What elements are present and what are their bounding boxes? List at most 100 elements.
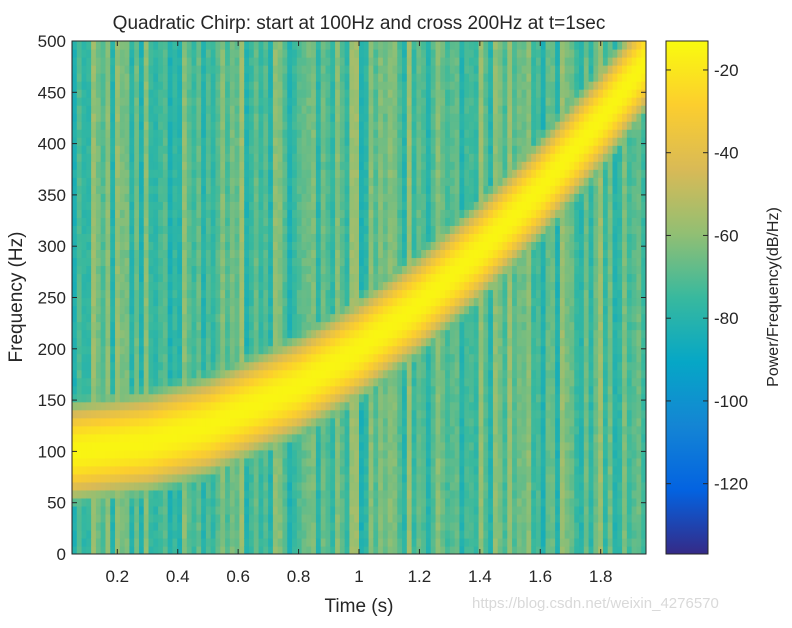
spectrogram-cell	[253, 265, 260, 275]
spectrogram-cell	[177, 305, 183, 315]
spectrogram-cell	[229, 201, 236, 210]
spectrogram-cell	[248, 465, 255, 475]
spectrogram-cell	[158, 353, 164, 363]
spectrogram-cell	[186, 257, 193, 267]
spectrogram-cell	[387, 529, 394, 539]
spectrogram-cell	[119, 513, 126, 523]
spectrogram-cell	[311, 425, 317, 435]
spectrogram-cell	[277, 529, 284, 539]
spectrogram-cell	[406, 41, 413, 50]
spectrogram-cell	[244, 185, 250, 194]
spectrogram-cell	[205, 249, 212, 259]
spectrogram-cell	[100, 417, 107, 427]
spectrogram-cell	[220, 81, 226, 90]
spectrogram-cell	[253, 129, 260, 138]
spectrogram-column	[320, 41, 327, 554]
spectrogram-cell	[306, 49, 312, 58]
spectrogram-cell	[411, 313, 417, 323]
spectrogram-cell	[81, 345, 87, 355]
spectrogram-cell	[378, 425, 384, 435]
spectrogram-cell	[296, 153, 303, 162]
spectrogram-cell	[258, 257, 264, 267]
spectrogram-cell	[225, 313, 231, 323]
spectrogram-cell	[129, 537, 135, 547]
spectrogram-cell	[153, 345, 159, 355]
spectrogram-cell	[234, 241, 241, 251]
spectrogram-cell	[201, 425, 207, 435]
spectrogram-cell	[239, 393, 245, 403]
spectrogram-cell	[344, 49, 351, 58]
spectrogram-cell	[292, 369, 298, 379]
spectrogram-cell	[416, 113, 422, 122]
spectrogram-cell	[105, 345, 111, 355]
spectrogram-cell	[335, 233, 341, 242]
spectrogram-column	[143, 41, 150, 554]
spectrogram-cell	[373, 361, 379, 371]
spectrogram-cell	[91, 377, 97, 387]
spectrogram-cell	[167, 129, 174, 138]
spectrogram-cell	[239, 497, 245, 507]
spectrogram-cell	[435, 321, 441, 331]
spectrogram-cell	[363, 249, 370, 259]
spectrogram-cell	[124, 361, 130, 371]
spectrogram-cell	[320, 257, 327, 267]
spectrogram-cell	[277, 257, 284, 267]
spectrogram-cell	[148, 305, 154, 315]
spectrogram-cell	[387, 537, 394, 547]
spectrogram-cell	[205, 241, 212, 251]
spectrogram-cell	[196, 281, 202, 291]
spectrogram-cell	[239, 193, 245, 202]
spectrogram-cell	[100, 425, 107, 435]
spectrogram-cell	[421, 321, 427, 331]
spectrogram-cell	[335, 361, 341, 371]
spectrogram-cell	[287, 137, 293, 146]
spectrogram-cell	[315, 321, 322, 331]
spectrogram-cell	[253, 409, 260, 419]
spectrogram-cell	[373, 393, 379, 403]
spectrogram-column	[363, 41, 370, 554]
spectrogram-cell	[162, 449, 169, 459]
spectrogram-cell	[373, 201, 379, 210]
spectrogram-cell	[425, 417, 432, 427]
spectrogram-cell	[335, 137, 341, 146]
spectrogram-cell	[138, 73, 145, 82]
spectrogram-cell	[258, 433, 264, 443]
spectrogram-cell	[373, 441, 379, 451]
spectrogram-cell	[81, 545, 87, 554]
spectrogram-cell	[186, 425, 193, 435]
spectrogram-cell	[363, 353, 370, 363]
spectrogram-cell	[268, 209, 274, 218]
spectrogram-cell	[253, 241, 260, 251]
spectrogram-cell	[282, 257, 288, 267]
spectrogram-cell	[296, 537, 303, 547]
spectrogram-cell	[335, 377, 341, 387]
spectrogram-cell	[177, 489, 183, 499]
spectrogram-cell	[95, 417, 102, 427]
spectrogram-cell	[210, 57, 217, 66]
spectrogram-cell	[287, 89, 293, 98]
spectrogram-cell	[435, 193, 441, 202]
spectrogram-cell	[315, 441, 322, 451]
spectrogram-cell	[138, 513, 145, 523]
spectrogram-cell	[315, 417, 322, 427]
spectrogram-cell	[244, 217, 250, 226]
spectrogram-cell	[91, 257, 97, 267]
spectrogram-cell	[320, 481, 327, 491]
spectrogram-cell	[330, 257, 336, 267]
spectrogram-cell	[330, 233, 336, 242]
spectrogram-cell	[177, 273, 183, 283]
spectrogram-cell	[119, 57, 126, 66]
spectrogram-cell	[349, 545, 355, 554]
spectrogram-cell	[344, 41, 351, 50]
spectrogram-cell	[148, 225, 154, 234]
spectrogram-cell	[95, 297, 102, 307]
spectrogram-cell	[72, 313, 78, 323]
spectrogram-cell	[191, 473, 197, 483]
spectrogram-cell	[382, 521, 389, 531]
spectrogram-cell	[158, 153, 164, 162]
spectrogram-cell	[210, 97, 217, 106]
spectrogram-cell	[368, 145, 374, 154]
spectrogram-cell	[406, 281, 413, 291]
spectrogram-cell	[287, 57, 293, 66]
spectrogram-cell	[378, 105, 384, 114]
